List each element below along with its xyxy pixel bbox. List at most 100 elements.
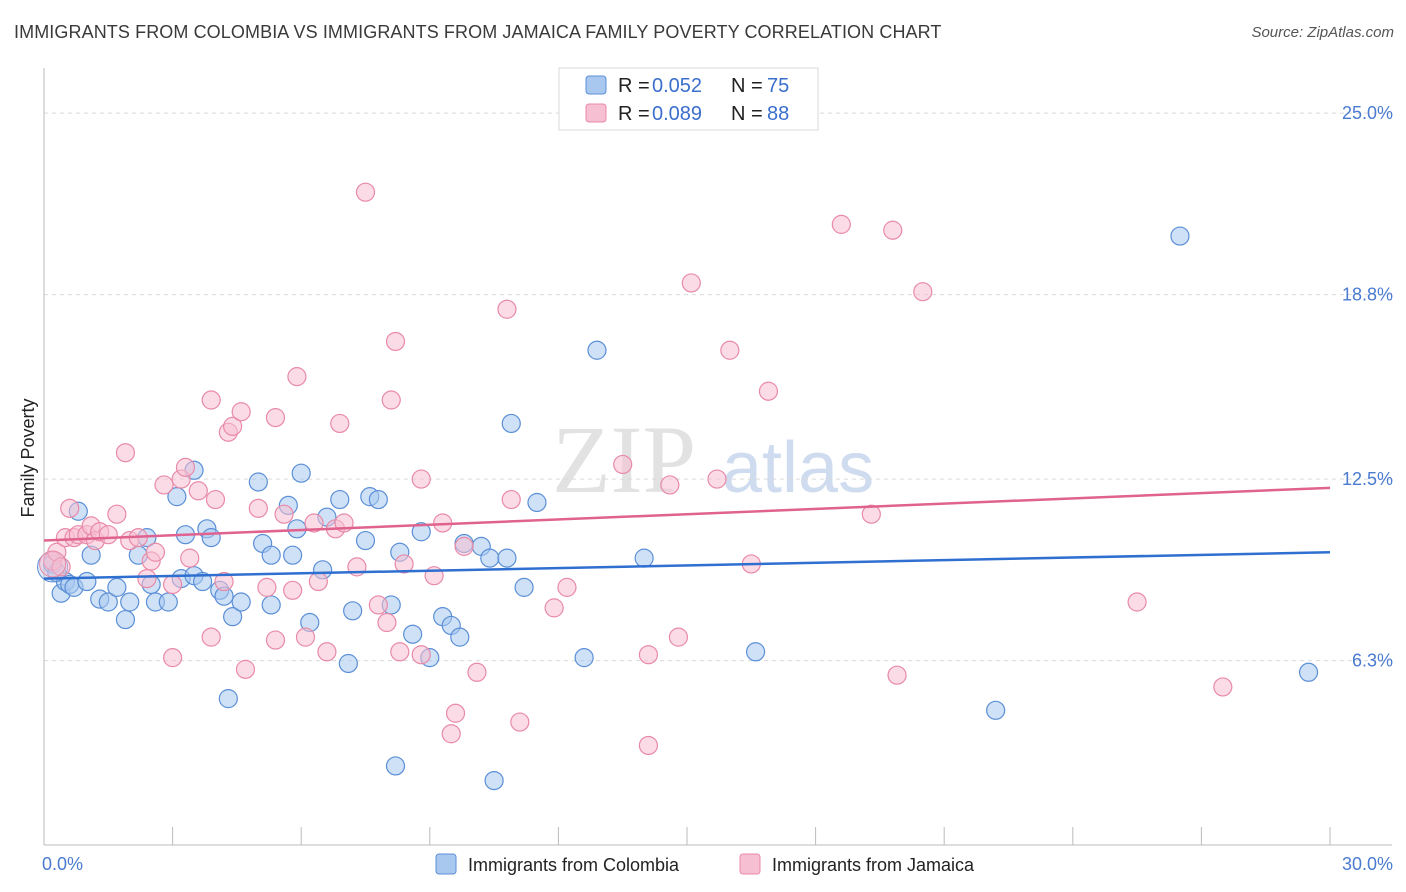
point-colombia-69	[745, 642, 766, 662]
y-tick-label-1: 12.5%	[1342, 469, 1393, 489]
legend-r-label-jamaica: R =	[618, 103, 650, 125]
point-colombia-68	[634, 548, 654, 568]
point-jamaica-74	[681, 273, 701, 293]
point-jamaica-56	[411, 645, 431, 665]
tick-labels: 6.3% 12.5% 18.8% 25.0% 0.0% 30.0%	[42, 103, 1393, 874]
point-jamaica-29	[214, 571, 234, 592]
point-colombia-30	[223, 607, 243, 627]
point-jamaica-26	[201, 627, 221, 647]
point-colombia-48	[368, 489, 388, 510]
point-colombia-18	[158, 592, 178, 612]
point-jamaica-32	[231, 402, 251, 422]
y-tick-label-3: 25.0%	[1342, 103, 1393, 123]
point-jamaica-37	[265, 407, 286, 428]
point-colombia-10	[98, 592, 118, 612]
legend-r-value-colombia: 0.052	[652, 75, 702, 97]
point-jamaica-21	[163, 574, 183, 595]
point-jamaica-27	[201, 390, 221, 410]
point-jamaica-52	[381, 390, 401, 410]
point-jamaica-79	[831, 214, 851, 234]
point-jamaica-24	[180, 548, 200, 568]
point-jamaica-31	[223, 416, 243, 436]
point-jamaica-70	[638, 645, 659, 665]
watermark-atlas: atlas	[722, 428, 874, 508]
point-jamaica-12	[107, 504, 127, 524]
point-colombia-63	[501, 413, 521, 434]
series-jamaica-points	[39, 182, 1233, 756]
legend-swatch-colombia	[585, 75, 607, 95]
point-jamaica-53	[385, 331, 406, 352]
legend-r-label-colombia: R =	[618, 75, 650, 97]
point-colombia-45	[343, 601, 363, 621]
legend-swatch-jamaica	[585, 103, 607, 123]
y-tick-label-0: 6.3%	[1352, 651, 1393, 671]
point-colombia-53	[411, 522, 431, 542]
point-colombia-64	[514, 577, 534, 597]
point-jamaica-62	[454, 536, 474, 556]
axes	[43, 68, 1392, 846]
point-colombia-67	[587, 340, 607, 360]
trend-line-jamaica	[43, 486, 1331, 542]
point-jamaica-51	[377, 612, 397, 633]
point-jamaica-82	[887, 665, 907, 685]
point-colombia-52	[403, 624, 423, 644]
point-colombia-71	[1170, 226, 1190, 246]
legend-n-label-colombia: N =	[731, 75, 763, 97]
point-colombia-39	[291, 463, 311, 483]
point-jamaica-cluster	[39, 550, 67, 578]
point-colombia-7	[77, 571, 97, 592]
point-jamaica-80	[861, 504, 881, 524]
point-colombia-50	[385, 756, 406, 776]
point-jamaica-42	[304, 513, 324, 533]
point-colombia-62	[497, 548, 517, 568]
y-tick-label-2: 18.8%	[1342, 285, 1393, 305]
bottom-legend-swatch-jamaica	[739, 853, 761, 875]
x-tick-label-0: 0.0%	[42, 854, 83, 874]
trend-lines	[43, 486, 1331, 580]
point-jamaica-85	[1213, 677, 1233, 697]
trend-line-colombia	[43, 551, 1331, 580]
point-colombia-60	[480, 548, 500, 568]
point-jamaica-75	[707, 469, 727, 489]
point-jamaica-69	[613, 454, 633, 475]
point-jamaica-25	[188, 481, 208, 501]
point-colombia-31	[231, 592, 251, 612]
point-jamaica-66	[510, 712, 530, 732]
point-jamaica-41	[295, 627, 316, 647]
point-colombia-72	[1298, 662, 1319, 682]
point-colombia-24	[193, 571, 213, 592]
y-axis-label: Family Poverty	[18, 398, 38, 517]
point-jamaica-43	[308, 571, 328, 592]
point-colombia-57	[450, 627, 470, 647]
point-jamaica-4	[60, 498, 80, 518]
point-colombia-65	[527, 492, 547, 513]
bottom-legend-label-jamaica: Immigrants from Jamaica	[772, 855, 975, 875]
point-colombia-70	[986, 700, 1006, 720]
point-colombia-12	[115, 609, 136, 630]
legend-r-value-jamaica: 0.089	[652, 103, 702, 125]
bottom-legend: Immigrants from Colombia Immigrants from…	[435, 853, 975, 875]
point-colombia-11	[107, 577, 127, 597]
point-jamaica-67	[544, 598, 564, 618]
point-colombia-26	[201, 528, 221, 548]
point-jamaica-65	[501, 489, 521, 510]
legend-n-label-jamaica: N =	[731, 103, 763, 125]
point-jamaica-84	[1127, 592, 1147, 612]
point-colombia-66	[574, 648, 594, 668]
bottom-legend-swatch-colombia	[435, 853, 457, 875]
point-jamaica-50	[368, 595, 388, 615]
point-jamaica-18	[145, 542, 166, 562]
point-colombia-13	[120, 592, 140, 612]
bottom-legend-label-colombia: Immigrants from Colombia	[468, 855, 680, 875]
point-jamaica-11	[98, 525, 118, 545]
point-jamaica-46	[330, 413, 350, 434]
point-jamaica-34	[248, 498, 268, 518]
point-jamaica-76	[720, 340, 740, 360]
point-colombia-35	[261, 595, 281, 615]
legend-n-value-jamaica: 88	[767, 103, 789, 125]
point-jamaica-44	[317, 642, 337, 662]
chart-title: IMMIGRANTS FROM COLOMBIA VS IMMIGRANTS F…	[14, 22, 942, 42]
point-colombia-32	[248, 472, 268, 492]
point-colombia-61	[484, 770, 504, 791]
